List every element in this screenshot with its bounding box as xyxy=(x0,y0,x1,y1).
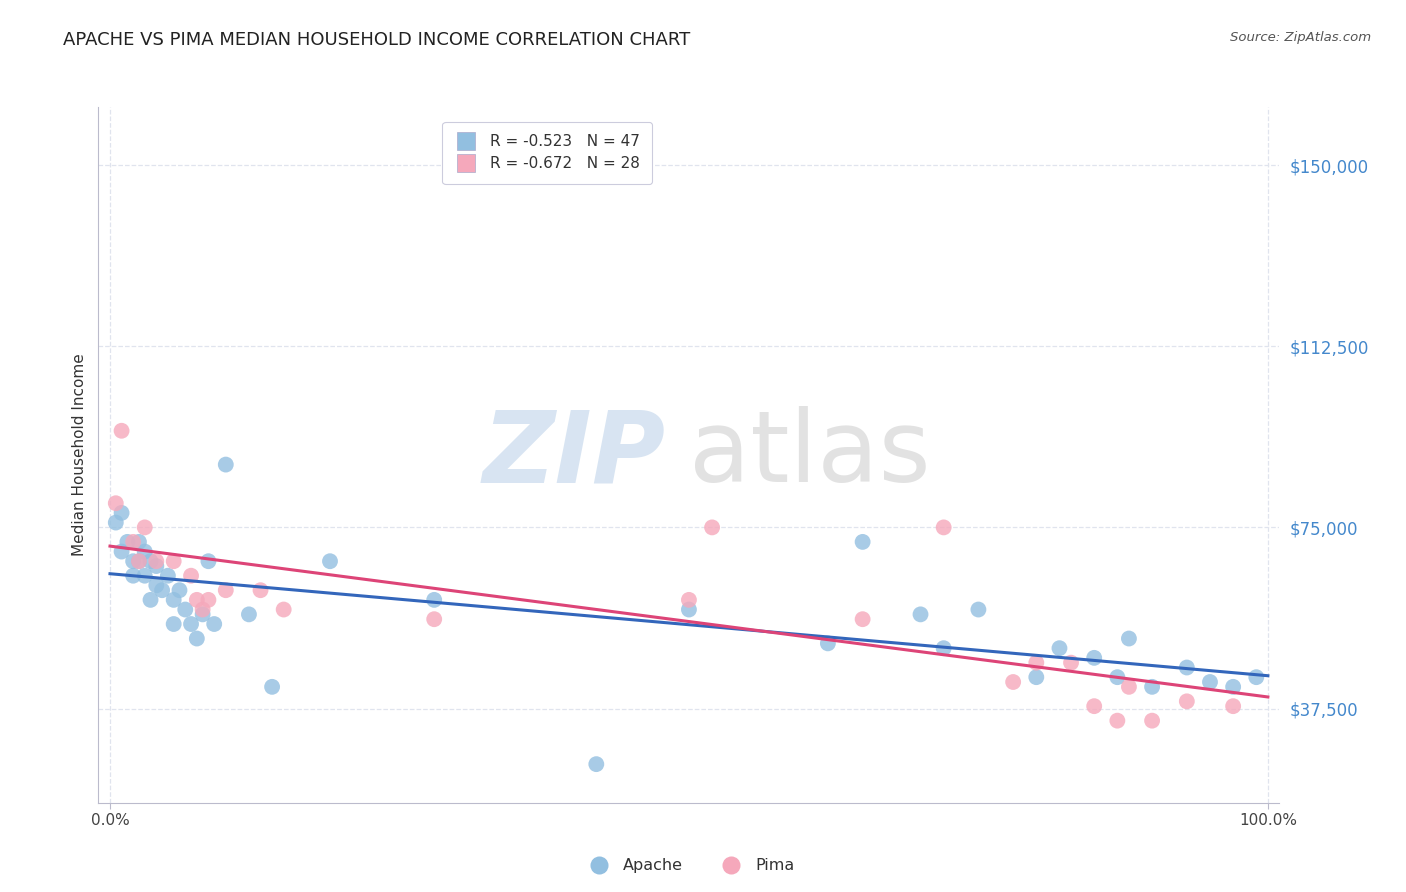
Point xyxy=(174,602,197,616)
Point xyxy=(1140,714,1163,728)
Point xyxy=(110,506,132,520)
Point xyxy=(1049,641,1071,656)
Point xyxy=(122,554,145,568)
Point xyxy=(1083,699,1105,714)
Point xyxy=(967,602,990,616)
Point xyxy=(122,568,145,582)
Point xyxy=(128,554,150,568)
Point xyxy=(1175,694,1198,708)
Legend: R = -0.523   N = 47, R = -0.672   N = 28: R = -0.523 N = 47, R = -0.672 N = 28 xyxy=(443,121,652,184)
Point xyxy=(215,583,238,598)
Point xyxy=(852,534,875,549)
Point xyxy=(202,617,225,632)
Point xyxy=(817,636,839,650)
Point xyxy=(110,544,132,558)
Point xyxy=(249,583,271,598)
Point xyxy=(180,568,202,582)
Point xyxy=(191,602,214,616)
Y-axis label: Median Household Income: Median Household Income xyxy=(72,353,87,557)
Text: APACHE VS PIMA MEDIAN HOUSEHOLD INCOME CORRELATION CHART: APACHE VS PIMA MEDIAN HOUSEHOLD INCOME C… xyxy=(63,31,690,49)
Point xyxy=(169,583,191,598)
Point xyxy=(910,607,932,622)
Point xyxy=(104,496,127,510)
Point xyxy=(180,617,202,632)
Point xyxy=(1199,675,1222,690)
Point xyxy=(156,568,179,582)
Point xyxy=(110,424,132,438)
Point xyxy=(1140,680,1163,694)
Point xyxy=(186,632,208,646)
Point xyxy=(128,554,150,568)
Point xyxy=(932,520,955,534)
Point xyxy=(145,578,167,592)
Point xyxy=(1118,680,1140,694)
Point xyxy=(134,520,156,534)
Point xyxy=(117,534,139,549)
Point xyxy=(1002,675,1025,690)
Point xyxy=(1222,699,1244,714)
Point xyxy=(1025,670,1047,684)
Point xyxy=(139,592,162,607)
Point xyxy=(319,554,342,568)
Point xyxy=(1107,670,1129,684)
Point xyxy=(1107,714,1129,728)
Point xyxy=(1118,632,1140,646)
Point xyxy=(215,458,238,472)
Point xyxy=(145,554,167,568)
Point xyxy=(238,607,260,622)
Point xyxy=(163,617,186,632)
Point xyxy=(1025,656,1047,670)
Point xyxy=(150,583,173,598)
Point xyxy=(1222,680,1244,694)
Point xyxy=(197,592,219,607)
Point xyxy=(262,680,284,694)
Point xyxy=(852,612,875,626)
Point xyxy=(585,757,607,772)
Point xyxy=(423,612,446,626)
Point xyxy=(134,568,156,582)
Point xyxy=(191,607,214,622)
Point xyxy=(1083,651,1105,665)
Text: Source: ZipAtlas.com: Source: ZipAtlas.com xyxy=(1230,31,1371,45)
Legend: Apache, Pima: Apache, Pima xyxy=(576,852,801,880)
Point xyxy=(1175,660,1198,674)
Point xyxy=(932,641,955,656)
Point xyxy=(104,516,127,530)
Point xyxy=(122,534,145,549)
Point xyxy=(197,554,219,568)
Point xyxy=(678,602,700,616)
Text: atlas: atlas xyxy=(689,407,931,503)
Point xyxy=(273,602,295,616)
Point xyxy=(145,559,167,574)
Point xyxy=(1246,670,1268,684)
Point xyxy=(423,592,446,607)
Point xyxy=(700,520,723,534)
Point xyxy=(128,534,150,549)
Text: ZIP: ZIP xyxy=(482,407,665,503)
Point xyxy=(163,592,186,607)
Point xyxy=(134,544,156,558)
Point xyxy=(1060,656,1083,670)
Point xyxy=(139,554,162,568)
Point xyxy=(186,592,208,607)
Point xyxy=(678,592,700,607)
Point xyxy=(163,554,186,568)
